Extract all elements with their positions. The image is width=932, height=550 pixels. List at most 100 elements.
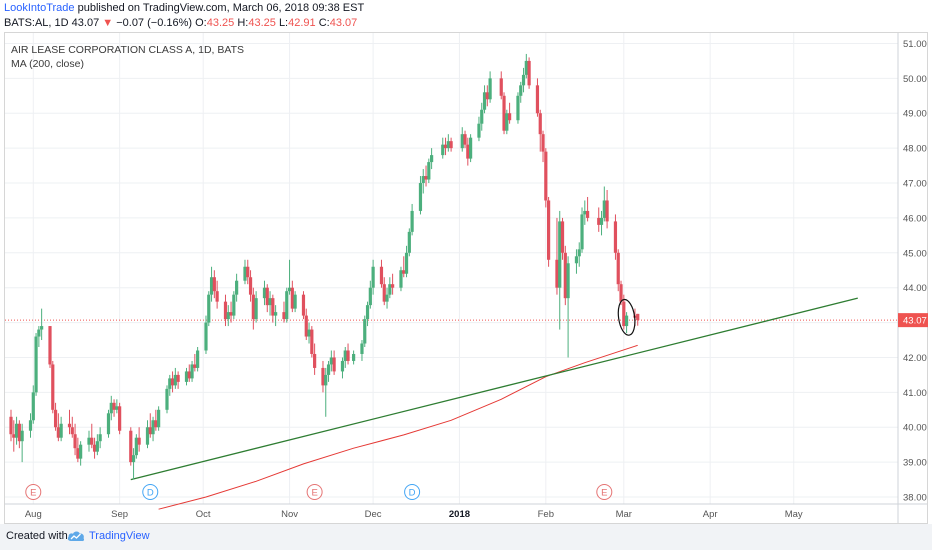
x-tick-label: Mar [616,509,632,520]
candle-body [555,259,559,288]
ma200-line [158,344,638,510]
candle-body [410,210,414,232]
chart-panel [4,32,928,524]
candle-body [12,434,16,438]
candle-body [118,406,122,431]
candle-body [59,423,63,438]
change-value: −0.07 (−0.16%) [116,17,193,29]
candle-body [460,134,464,149]
candle-body [602,200,606,218]
candle-body [31,392,35,421]
candle-body [254,298,258,320]
y-tick-label: 45.00 [903,248,927,259]
candle-body [14,423,19,438]
candle-body [196,350,200,368]
publisher-link[interactable]: LookIntoTrade [4,2,75,14]
candle-body [605,200,609,222]
candle-body [363,319,367,344]
candle-body [619,284,623,302]
candle-body [20,430,24,442]
candle-body [215,291,219,302]
current-price-label: 43.07 [903,316,927,327]
candle-body [76,448,80,459]
candle-body [340,360,345,372]
candle-body [313,353,317,368]
candle-body [544,151,548,201]
candle-body [287,287,292,292]
candle-body [28,420,33,431]
support-trendline [130,297,858,481]
candle-body [421,176,425,184]
candle-body [519,85,523,96]
candle-body [577,249,581,257]
candle-body [574,256,579,264]
candle-body [488,78,492,100]
candle-body [73,434,77,449]
candle-body [560,221,565,253]
x-tick-label: Apr [703,509,718,520]
candle-body [304,315,308,337]
candle-body [235,280,239,295]
candle-body [463,134,467,145]
y-tick-label: 49.00 [903,109,927,120]
candle-body [385,294,389,302]
candle-body [499,78,503,96]
candle-body [404,252,409,274]
candle-body [321,367,325,386]
candle-body [56,427,60,438]
candle-body [173,374,177,386]
high-label: H: [237,17,249,29]
x-tick-label: Feb [538,509,554,520]
candle-body [40,326,44,330]
candle-body [585,210,590,218]
candle-body [502,95,506,131]
candle-body [204,322,208,351]
y-tick-label: 46.00 [903,213,927,224]
candle-body [346,350,350,361]
candle-body [558,221,562,288]
candle-body [379,266,384,285]
candle-body [365,305,370,320]
price-chart[interactable]: 38.0039.0040.0041.0042.0043.0044.0045.00… [0,0,932,524]
low-label: L: [278,17,289,29]
candle-body [538,113,542,135]
candle-body [430,155,434,163]
candle-body [229,312,233,316]
close-label: C: [318,17,330,29]
candle-body [616,252,620,285]
x-tick-label: Aug [25,509,42,520]
tradingview-link[interactable]: TradingView [89,530,150,542]
low-value: 42.91 [288,17,316,29]
candle-body [524,60,528,75]
x-tick-label: Sep [111,509,128,520]
candle-body [262,287,267,299]
candle-body [184,371,189,382]
candle-body [310,329,314,354]
candle-body [106,413,111,435]
candle-body [371,266,375,288]
ma-indicator-label[interactable]: MA (200, close) [11,58,84,70]
candle-body [170,378,175,386]
candle-body [527,60,531,86]
x-tick-label: Dec [365,509,382,520]
candle-body [290,287,294,309]
candle-body [446,141,450,149]
candle-body [516,95,520,121]
y-tick-label: 42.00 [903,353,927,364]
candle-body [402,270,406,274]
candle-body [209,277,214,295]
candle-body [232,294,236,316]
annotation-ellipse [617,298,636,336]
earnings-marker-label: E [601,488,607,499]
y-tick-label: 38.00 [903,493,927,504]
quote-line: BATS:AL, 1D 43.07 ▼ −0.07 (−0.16%) O:43.… [4,17,357,29]
candle-body [151,420,155,435]
earnings-marker-label: E [311,488,317,499]
candle-body [466,144,470,159]
candle-body [388,284,392,295]
candle-body [508,113,512,121]
candle-body [329,357,333,365]
x-tick-label: Oct [196,509,211,520]
candle-body [112,402,116,410]
candle-body [624,315,629,327]
